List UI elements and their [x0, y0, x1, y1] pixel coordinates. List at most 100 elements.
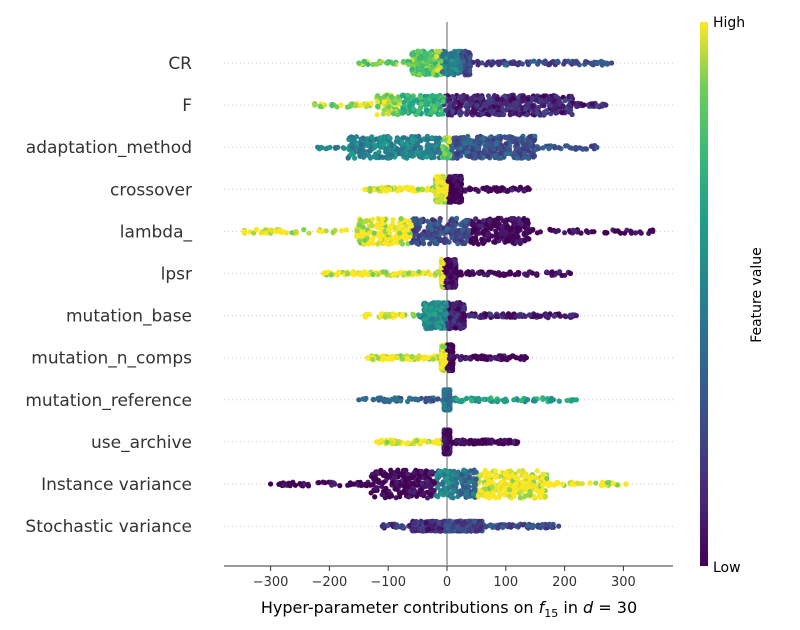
data-point: [380, 111, 386, 117]
data-point: [457, 145, 463, 151]
data-point: [386, 187, 393, 193]
data-point: [591, 229, 597, 235]
data-point: [604, 60, 610, 66]
data-point: [434, 316, 440, 322]
data-point: [452, 259, 458, 266]
data-point: [487, 218, 493, 224]
data-point: [377, 135, 383, 141]
data-point: [365, 103, 371, 109]
data-point: [562, 97, 568, 103]
data-point: [476, 139, 482, 145]
data-point: [428, 304, 434, 310]
data-point: [390, 61, 396, 67]
data-point: [453, 67, 460, 73]
data-point: [554, 59, 560, 65]
data-point: [568, 107, 574, 113]
data-point: [467, 272, 473, 278]
data-point: [500, 311, 506, 317]
data-point: [423, 303, 429, 309]
data-point: [458, 272, 465, 278]
data-point: [461, 321, 467, 327]
data-point: [462, 218, 468, 224]
data-point: [447, 104, 453, 110]
data-point: [455, 241, 461, 247]
data-point: [594, 59, 601, 65]
data-point: [416, 55, 422, 61]
data-point: [440, 274, 446, 280]
data-point: [418, 101, 424, 107]
data-point: [491, 270, 497, 276]
data-point: [370, 271, 376, 278]
data-point: [478, 312, 484, 318]
data-point: [446, 139, 453, 145]
data-point: [538, 313, 544, 319]
data-point: [453, 187, 459, 193]
data-point: [375, 93, 381, 99]
data-point: [519, 61, 525, 67]
data-point: [522, 154, 528, 160]
data-point: [422, 97, 428, 103]
data-point: [388, 223, 394, 229]
data-point: [503, 220, 509, 226]
data-point: [332, 227, 338, 233]
data-point: [448, 61, 454, 67]
data-point: [439, 179, 445, 185]
outlier-point: [594, 144, 600, 150]
data-point: [584, 229, 590, 235]
grid-lines: [224, 62, 673, 527]
data-point: [280, 229, 286, 235]
data-point: [405, 92, 411, 98]
data-point: [522, 313, 528, 319]
data-point: [416, 71, 422, 77]
data-point: [443, 303, 450, 309]
data-point: [450, 218, 456, 224]
data-point: [534, 110, 541, 116]
data-point: [445, 323, 451, 329]
data-point: [328, 272, 334, 278]
data-point: [497, 144, 503, 150]
data-point: [569, 111, 575, 118]
outlier-point: [356, 60, 362, 66]
data-point: [440, 51, 446, 57]
data-point: [406, 62, 412, 68]
data-point: [450, 223, 456, 229]
data-point: [482, 101, 488, 107]
data-point: [549, 272, 555, 278]
data-point: [362, 269, 368, 275]
data-points: [241, 48, 656, 534]
data-point: [376, 149, 382, 155]
data-point: [383, 60, 390, 66]
data-point: [390, 111, 397, 117]
data-point: [493, 228, 499, 234]
data-point: [399, 312, 405, 318]
data-point: [415, 226, 421, 232]
data-point: [338, 228, 344, 234]
data-point: [317, 103, 323, 109]
data-point: [515, 94, 522, 100]
data-point: [505, 134, 511, 141]
feature-points: [356, 48, 615, 78]
data-point: [485, 59, 491, 66]
data-point: [388, 94, 394, 100]
data-point: [436, 237, 442, 243]
data-point: [446, 284, 452, 290]
data-point: [379, 221, 385, 227]
data-point: [556, 97, 562, 103]
outlier-point: [603, 102, 609, 108]
data-point: [447, 274, 454, 280]
data-point: [485, 271, 491, 277]
data-point: [336, 269, 342, 275]
feature-points: [362, 300, 580, 332]
data-point: [371, 230, 377, 236]
data-point: [503, 101, 509, 107]
data-point: [498, 150, 504, 156]
data-point: [348, 137, 354, 143]
data-point: [440, 98, 446, 104]
data-point: [354, 233, 360, 239]
data-point: [392, 97, 398, 103]
data-point: [408, 222, 414, 228]
data-point: [461, 92, 467, 98]
data-point: [301, 227, 307, 233]
data-point: [424, 52, 430, 58]
data-point: [385, 111, 392, 117]
